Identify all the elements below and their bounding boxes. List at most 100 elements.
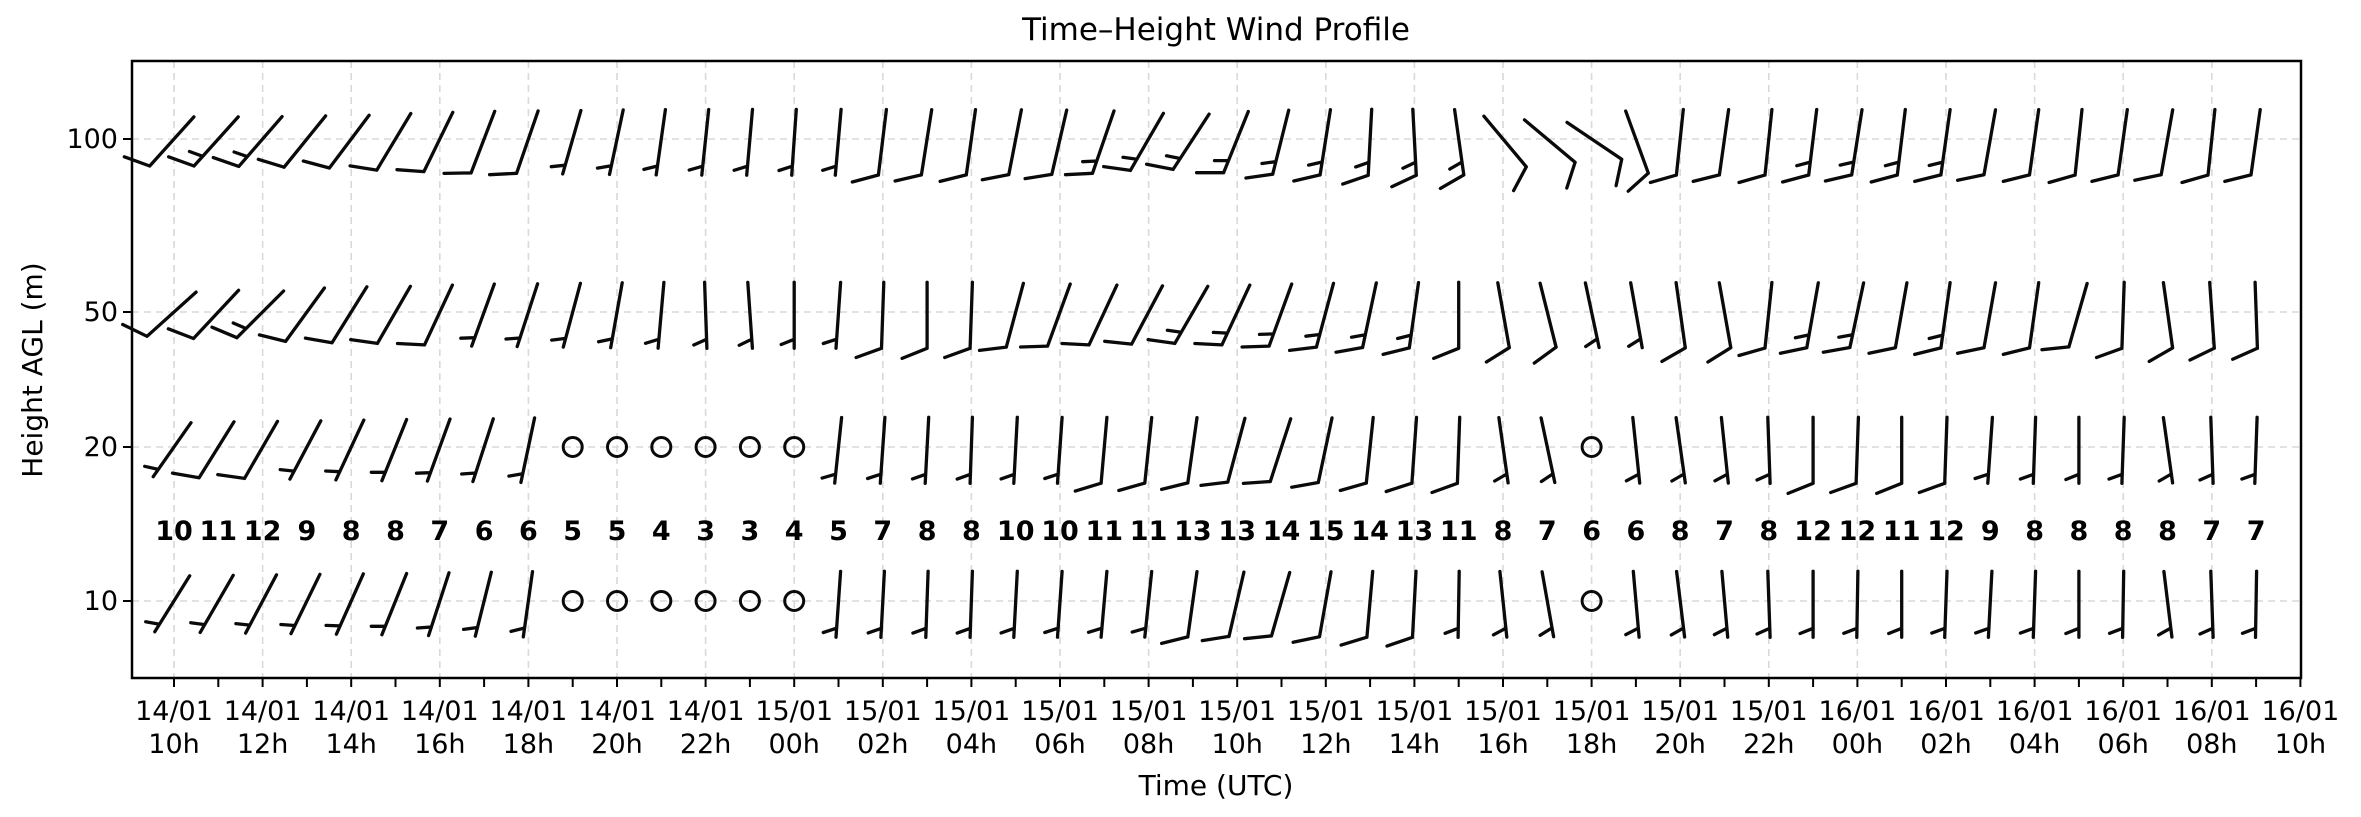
wind-barb <box>1341 107 1374 186</box>
y-axis-title: Height AGL (m) <box>16 262 49 477</box>
wind-barb <box>143 421 193 479</box>
wind-barb <box>1522 118 1577 190</box>
wind-barb <box>1624 415 1642 485</box>
speed-annotation: 7 <box>873 516 892 547</box>
calm-circle <box>783 590 806 612</box>
wind-barb <box>1829 415 1861 495</box>
wind-barb <box>324 418 366 482</box>
wind-barb <box>166 288 241 341</box>
wind-barb <box>1073 415 1109 493</box>
wind-barb <box>1660 280 1687 364</box>
wind-barb <box>1023 108 1069 181</box>
wind-barb <box>1974 569 1994 639</box>
x-tick-label: 16/01 08h <box>2173 696 2251 760</box>
speed-annotation: 8 <box>962 516 981 547</box>
wind-barb <box>1194 109 1250 175</box>
wind-barb <box>1338 415 1375 493</box>
wind-barb <box>850 107 889 184</box>
wind-barb <box>999 569 1019 639</box>
wind-barb <box>2040 281 2089 352</box>
calm-circle <box>1580 590 1603 612</box>
wind-barb <box>2018 569 2038 639</box>
wind-barb <box>596 281 624 350</box>
speed-annotation: 8 <box>386 516 405 547</box>
wind-barb <box>2180 107 2217 185</box>
wind-barb <box>2156 569 2174 639</box>
wind-barb <box>1691 107 1731 184</box>
wind-barb <box>2240 415 2259 485</box>
wind-barb <box>2231 280 2260 361</box>
wind-barb <box>1706 281 1733 364</box>
speed-annotation: 9 <box>1981 516 2000 547</box>
speed-annotation: 8 <box>2070 516 2089 547</box>
wind-barb <box>821 107 843 177</box>
wind-barb <box>1780 107 1819 184</box>
x-tick-label: 15/01 14h <box>1375 696 1453 760</box>
wind-barb <box>854 280 886 360</box>
wind-barb <box>550 281 583 349</box>
axis-ticks <box>123 138 2302 687</box>
speed-annotation: 6 <box>475 516 494 547</box>
wind-barb <box>257 286 327 344</box>
wind-barb <box>1565 120 1624 188</box>
calm-circle <box>650 590 673 612</box>
wind-barb <box>369 571 409 637</box>
wind-barb <box>2198 569 2215 639</box>
speed-annotation: 11 <box>1883 516 1921 547</box>
wind-barb <box>910 415 931 485</box>
wind-barb <box>2018 415 2038 485</box>
wind-barb <box>2001 280 2041 357</box>
speed-annotation: 11 <box>1086 516 1124 547</box>
wind-barb <box>1755 569 1772 639</box>
wind-barb <box>1713 415 1730 485</box>
speed-annotation: 10 <box>155 516 193 547</box>
chart-title: Time–Height Wind Profile <box>1021 12 1410 48</box>
wind-barb <box>1627 281 1644 350</box>
wind-barb <box>1669 569 1687 639</box>
wind-barb <box>279 572 322 636</box>
wind-barb <box>1491 569 1509 639</box>
wind-barb <box>938 107 978 184</box>
x-tick-label: 15/01 10h <box>1198 696 1276 760</box>
wind-barb <box>504 282 540 349</box>
wind-barb <box>737 280 755 350</box>
speed-annotation: 9 <box>298 516 317 547</box>
wind-barb <box>369 417 409 483</box>
wind-barb <box>1821 281 1866 354</box>
speed-annotation: 15 <box>1307 516 1345 547</box>
wind-barb <box>1244 108 1291 180</box>
speed-annotation: 13 <box>1218 516 1256 547</box>
wind-barb <box>1913 280 1952 357</box>
wind-barb <box>692 280 709 350</box>
wind-barb <box>595 108 625 177</box>
wind-barb <box>2107 569 2126 639</box>
wind-barb <box>2107 415 2126 485</box>
wind-barb <box>643 280 666 350</box>
x-tick-label: 14/01 18h <box>489 696 567 760</box>
wind-barb <box>642 107 668 177</box>
wind-barb <box>549 108 583 176</box>
x-tick-label: 15/01 02h <box>844 696 922 760</box>
wind-barb <box>1390 107 1418 189</box>
speed-annotation: 13 <box>1396 516 1434 547</box>
wind-barb <box>301 113 371 170</box>
wind-barb <box>121 290 198 338</box>
wind-barb <box>507 416 537 485</box>
wind-barb <box>1159 415 1199 492</box>
x-tick-label: 15/01 22h <box>1730 696 1808 760</box>
calm-circle <box>606 590 628 612</box>
calm-circle <box>694 590 717 612</box>
x-tick-label: 15/01 04h <box>932 696 1010 760</box>
speed-annotation: 12 <box>244 516 282 547</box>
y-tick-label: 10 <box>84 586 118 617</box>
x-tick-label: 14/01 20h <box>578 696 656 760</box>
wind-barb <box>2188 280 2216 362</box>
speed-annotation: 7 <box>2247 516 2266 547</box>
wind-barb <box>1200 570 1246 643</box>
wind-barb <box>900 280 929 361</box>
wind-barb <box>1670 415 1687 485</box>
wind-barb <box>1117 415 1154 493</box>
wind-barb <box>2090 107 2129 184</box>
